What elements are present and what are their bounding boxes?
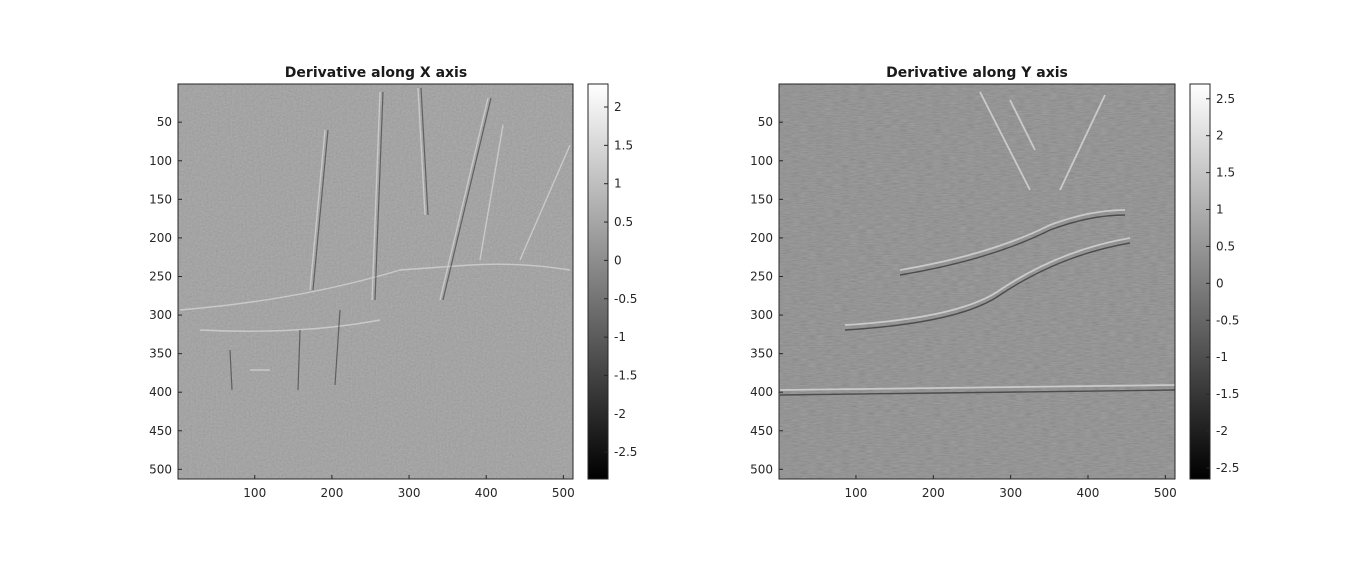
y-axis: 50 100 150 200 250 300 350 400 450 500: [149, 115, 182, 476]
colorbar-bar: [1189, 83, 1211, 480]
y-tick-label: 500: [149, 462, 172, 476]
y-tick-label: 100: [149, 154, 172, 168]
colorbar-tick-label: 0.5: [614, 215, 633, 229]
y-tick-label: 500: [750, 462, 773, 476]
colorbar-tick-label: 2: [614, 100, 622, 114]
chart-title: Derivative along X axis: [285, 65, 467, 81]
x-tick-label: 200: [922, 486, 945, 500]
y-tick-label: 350: [750, 347, 773, 361]
y-axis: 50 100 150 200 250 300 350 400 450 500: [750, 115, 783, 476]
image-edges: [779, 91, 1176, 391]
colorbar-tick-label: 0: [1216, 276, 1224, 290]
colorbar-tick-label: 1: [614, 177, 622, 191]
chart-title: Derivative along Y axis: [886, 65, 1068, 81]
x-tick-label: 500: [552, 486, 575, 500]
colorbar-ticks: 2.5 2 1.5 1 0.5 0 -0.5 -1 -1.5 -2 -2.5: [1206, 92, 1239, 475]
x-tick-label: 400: [1077, 486, 1100, 500]
y-tick-label: 150: [750, 192, 773, 206]
x-axis: 100 200 300 400 500: [845, 475, 1177, 500]
y-tick-label: 200: [149, 231, 172, 245]
colorbar-tick-label: -1: [614, 330, 626, 344]
colorbar-tick-label: -2: [1216, 424, 1228, 438]
y-tick-label: 100: [750, 154, 773, 168]
image-area: [177, 83, 574, 480]
y-tick-label: 400: [750, 385, 773, 399]
image-area: [778, 83, 1176, 480]
colorbar-tick-label: -1.5: [1216, 387, 1239, 401]
panel-derivative-y: Derivative along Y axis 100 200 300 400 500 …: [750, 65, 1239, 500]
colorbar: 2.5 2 1.5 1 0.5 0 -0.5 -1 -1.5 -2 -2.5: [1189, 83, 1239, 480]
panel-derivative-x: Derivative along X axis 100 200 300 400 500 …: [149, 65, 637, 500]
colorbar-tick-label: 1: [1216, 203, 1224, 217]
y-tick-label: 450: [149, 424, 172, 438]
colorbar-tick-label: -1: [1216, 350, 1228, 364]
y-tick-label: 50: [758, 115, 773, 129]
y-tick-label: 250: [149, 269, 172, 283]
colorbar-tick-label: 1.5: [1216, 166, 1235, 180]
colorbar-tick-label: -1.5: [614, 368, 637, 382]
colorbar-tick-label: -0.5: [614, 292, 637, 306]
x-tick-label: 400: [475, 486, 498, 500]
x-tick-label: 100: [845, 486, 868, 500]
colorbar-tick-label: 0.5: [1216, 239, 1235, 253]
x-axis: 100 200 300 400 500: [243, 475, 575, 500]
colorbar: 2 1.5 1 0.5 0 -0.5 -1 -1.5 -2 -2.5: [587, 83, 637, 480]
y-tick-label: 250: [750, 269, 773, 283]
colorbar-tick-label: 2: [1216, 129, 1224, 143]
colorbar-tick-label: 2.5: [1216, 92, 1235, 106]
colorbar-tick-label: -0.5: [1216, 313, 1239, 327]
x-tick-label: 300: [999, 486, 1022, 500]
y-tick-label: 450: [750, 424, 773, 438]
image-edges: [179, 87, 571, 371]
colorbar-ticks: 2 1.5 1 0.5 0 -0.5 -1 -1.5 -2 -2.5: [604, 100, 637, 459]
colorbar-bar: [587, 83, 609, 480]
y-tick-label: 200: [750, 231, 773, 245]
colorbar-tick-label: -2: [614, 407, 626, 421]
colorbar-tick-label: -2.5: [614, 445, 637, 459]
x-tick-label: 100: [243, 486, 266, 500]
y-tick-label: 50: [157, 115, 172, 129]
y-tick-label: 400: [149, 385, 172, 399]
y-tick-label: 300: [149, 308, 172, 322]
y-tick-label: 150: [149, 192, 172, 206]
colorbar-tick-label: 0: [614, 253, 622, 267]
x-tick-label: 200: [320, 486, 343, 500]
y-tick-label: 300: [750, 308, 773, 322]
colorbar-tick-label: -2.5: [1216, 461, 1239, 475]
x-tick-label: 500: [1154, 486, 1177, 500]
x-tick-label: 300: [398, 486, 421, 500]
y-tick-label: 350: [149, 347, 172, 361]
colorbar-tick-label: 1.5: [614, 138, 633, 152]
